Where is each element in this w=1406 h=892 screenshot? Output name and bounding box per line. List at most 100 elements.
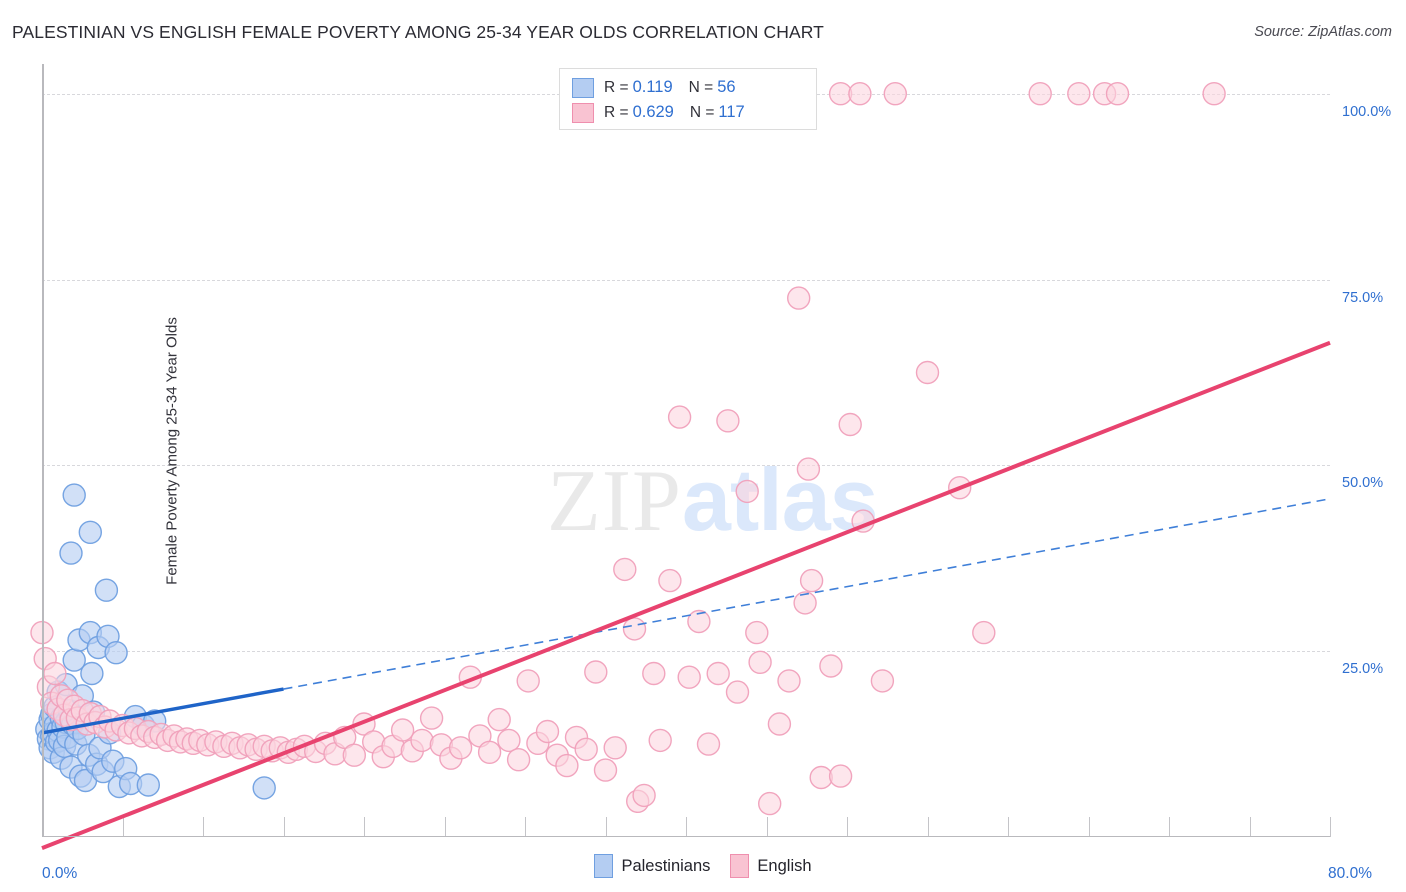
y-axis-line — [42, 64, 44, 837]
data-point — [883, 82, 907, 106]
data-point — [136, 773, 161, 797]
legend-swatch-palestinians-icon — [594, 854, 614, 878]
data-point — [767, 712, 792, 736]
x-tick-50 — [847, 817, 848, 837]
data-point — [706, 661, 730, 686]
n-label-blue: N = — [688, 78, 714, 96]
legend-swatch-english-icon — [730, 854, 750, 878]
data-point — [848, 82, 872, 106]
scatter-canvas — [30, 82, 1331, 851]
data-point — [622, 617, 647, 641]
data-point — [506, 748, 531, 772]
data-point — [870, 669, 895, 693]
data-point — [642, 661, 666, 686]
data-point — [696, 732, 721, 756]
data-point — [819, 654, 843, 678]
data-point — [613, 557, 637, 582]
data-point — [584, 660, 608, 684]
x-axis-min-label: 0.0% — [42, 865, 78, 882]
legend-item-palestinians[interactable]: Palestinians — [594, 854, 710, 878]
data-point — [777, 669, 801, 693]
trendline-english — [41, 340, 1331, 851]
data-point — [748, 650, 772, 674]
data-point — [915, 360, 940, 385]
legend-item-english[interactable]: English — [730, 854, 812, 878]
data-point — [78, 520, 102, 544]
x-tick-30 — [525, 817, 526, 837]
x-tick-35 — [605, 817, 607, 837]
trendline-palestinians-dashed — [283, 498, 1331, 690]
gridline-25 — [42, 651, 1330, 653]
data-point — [632, 783, 656, 808]
stats-row-english: R = 0.629 N = 117 — [572, 100, 806, 125]
n-value-blue: 56 — [717, 78, 736, 96]
data-point — [828, 764, 853, 788]
data-point — [838, 412, 862, 437]
data-point — [43, 661, 67, 686]
data-point — [80, 661, 104, 686]
y-tick-label-25: 25.0% — [1342, 661, 1384, 678]
data-point — [104, 641, 128, 665]
data-point — [497, 728, 521, 753]
data-point — [252, 776, 276, 800]
data-point — [725, 680, 750, 704]
x-tick-80 — [1330, 817, 1331, 837]
x-tick-40 — [686, 817, 687, 837]
legend-label-palestinians: Palestinians — [621, 856, 711, 875]
data-point — [799, 568, 824, 593]
data-point — [593, 758, 618, 782]
x-tick-20 — [364, 817, 365, 837]
x-tick-15 — [283, 817, 285, 837]
r-value-pink: 0.629 — [632, 103, 674, 121]
data-point — [687, 609, 711, 634]
data-point — [735, 479, 759, 504]
x-tick-5 — [122, 817, 124, 837]
data-point — [59, 541, 83, 565]
data-point — [516, 669, 540, 693]
x-tick-60 — [1008, 817, 1009, 837]
data-point — [796, 457, 821, 481]
data-point — [716, 409, 740, 433]
data-point — [658, 568, 682, 593]
source-attribution: Source: ZipAtlas.com — [1254, 24, 1392, 40]
n-label-pink: N = — [689, 103, 715, 121]
y-tick-label-50: 50.0% — [1342, 475, 1384, 492]
data-point — [487, 707, 511, 732]
data-point — [1028, 82, 1052, 106]
y-tick-label-100: 100.0% — [1342, 103, 1392, 120]
data-point — [793, 591, 817, 615]
x-tick-75 — [1249, 817, 1251, 837]
trendline-palestinians-solid — [41, 687, 284, 735]
data-point — [477, 740, 502, 764]
x-tick-65 — [1088, 817, 1090, 837]
r-label-blue: R = — [604, 78, 629, 96]
data-point — [555, 753, 579, 778]
gridline-75 — [42, 279, 1330, 281]
data-point — [94, 578, 119, 602]
data-point — [535, 719, 560, 744]
page-title: PALESTINIAN VS ENGLISH FEMALE POVERTY AM… — [12, 22, 824, 42]
x-axis-line — [42, 835, 1330, 837]
data-point — [972, 620, 996, 645]
data-point — [448, 736, 473, 760]
data-point — [603, 736, 627, 760]
data-point — [758, 791, 782, 816]
gridline-50 — [42, 465, 1330, 467]
x-tick-55 — [927, 817, 929, 837]
r-label-pink: R = — [604, 103, 629, 121]
x-tick-70 — [1169, 817, 1170, 837]
x-axis-max-label: 80.0% — [1328, 865, 1372, 882]
n-value-pink: 117 — [718, 103, 745, 121]
data-point — [677, 665, 701, 689]
data-point — [745, 620, 769, 645]
data-point — [410, 728, 434, 753]
correlation-stats-box: R = 0.119 N = 56 R = 0.629 N = 117 — [559, 68, 817, 130]
data-point — [419, 706, 444, 730]
y-tick-label-75: 75.0% — [1342, 289, 1384, 306]
data-point — [1067, 82, 1091, 106]
series-legend: Palestinians English — [0, 854, 1406, 878]
x-tick-25 — [444, 817, 446, 837]
stats-row-palestinians: R = 0.119 N = 56 — [572, 75, 806, 100]
swatch-pink-icon — [572, 102, 594, 123]
